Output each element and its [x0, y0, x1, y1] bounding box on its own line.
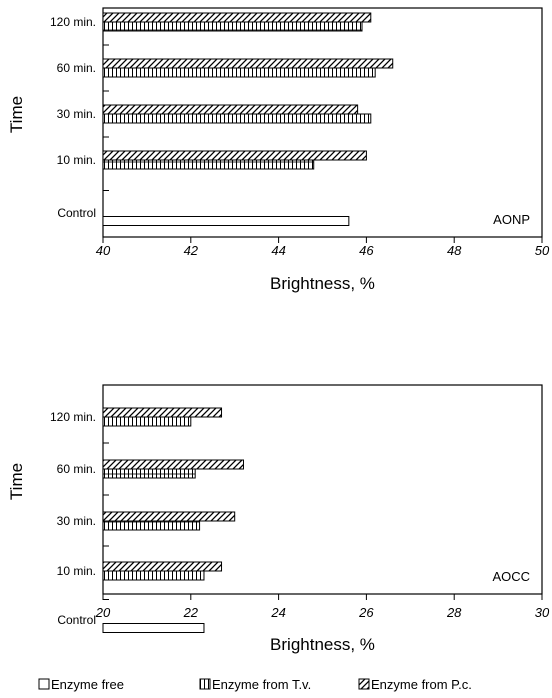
bar-enzyme-pc	[102, 104, 359, 115]
legend-swatch	[199, 678, 211, 690]
chart-panel-1: 40 42 44 46 48 50 120 min. 60 min. 30 min. 10 min…	[7, 7, 550, 293]
bar-enzyme-tv	[102, 520, 201, 531]
x-tick-label: 24	[270, 605, 285, 620]
legend-swatch	[38, 678, 50, 690]
x-tick-label: 44	[271, 243, 285, 258]
bar-enzyme-pc	[102, 511, 236, 522]
x-tick-label: 40	[96, 243, 111, 258]
bar-enzyme-tv	[102, 159, 315, 170]
bar-enzyme-pc	[102, 58, 394, 69]
category-label: 30 min.	[57, 514, 96, 528]
legend-item-enzyme-free: Enzyme free	[38, 677, 124, 692]
chart-panel-2: 20 22 24 26 28 30 120 min. 60 min. 30 min. 10 min…	[7, 384, 550, 654]
legend-label: Enzyme from T.v.	[212, 677, 311, 692]
x-axis-title: Brightness, %	[270, 635, 375, 654]
legend-label: Enzyme free	[51, 677, 124, 692]
category-label: 60 min.	[57, 61, 96, 75]
plot-frame	[102, 384, 543, 595]
x-tick-label: 50	[535, 243, 550, 258]
x-tick-label: 28	[446, 605, 462, 620]
legend-swatch	[358, 678, 370, 690]
legend: Enzyme free Enzyme from T.v. Enzyme from P…	[38, 677, 472, 692]
bar-enzyme-tv	[102, 113, 372, 124]
bar-enzyme-tv	[102, 67, 376, 78]
bar-enzyme-tv	[102, 416, 192, 427]
legend-item-enzyme-pc: Enzyme from P.c.	[358, 677, 472, 692]
x-tick-label: 46	[359, 243, 374, 258]
legend-item-enzyme-tv: Enzyme from T.v.	[199, 677, 311, 692]
x-tick-label: 22	[183, 605, 199, 620]
x-tick-label: 48	[447, 243, 462, 258]
bar-enzyme-tv	[102, 468, 196, 479]
legend-label: Enzyme from P.c.	[371, 677, 472, 692]
bar-enzyme-free	[102, 216, 350, 226]
category-label: 30 min.	[57, 107, 96, 121]
x-axis-title: Brightness, %	[270, 274, 375, 293]
category-label: Control	[57, 613, 96, 627]
bar-enzyme-pc	[102, 407, 223, 418]
bar-enzyme-pc	[102, 150, 367, 161]
bar-enzyme-free	[102, 623, 205, 633]
bar-enzyme-tv	[102, 21, 363, 32]
panel-label: AOCC	[492, 569, 530, 584]
bar-enzyme-pc	[102, 12, 372, 23]
category-label: 60 min.	[57, 462, 96, 476]
category-label: Control	[57, 206, 96, 220]
x-tick-label: 30	[535, 605, 550, 620]
category-label: 10 min.	[57, 564, 96, 578]
y-axis-title: Time	[7, 96, 26, 133]
category-label: 120 min.	[50, 15, 96, 29]
x-tick-label: 20	[95, 605, 111, 620]
charts: 40 42 44 46 48 50 120 min. 60 min. 30 min. 10 min…	[7, 7, 550, 654]
category-label: 10 min.	[57, 153, 96, 167]
y-axis-title: Time	[7, 463, 26, 500]
panel-label: AONP	[493, 212, 530, 227]
bar-enzyme-tv	[102, 570, 205, 581]
x-tick-label: 26	[358, 605, 374, 620]
category-label: 120 min.	[50, 410, 96, 424]
bar-enzyme-pc	[102, 459, 244, 470]
x-tick-label: 42	[184, 243, 199, 258]
bar-enzyme-pc	[102, 561, 223, 572]
